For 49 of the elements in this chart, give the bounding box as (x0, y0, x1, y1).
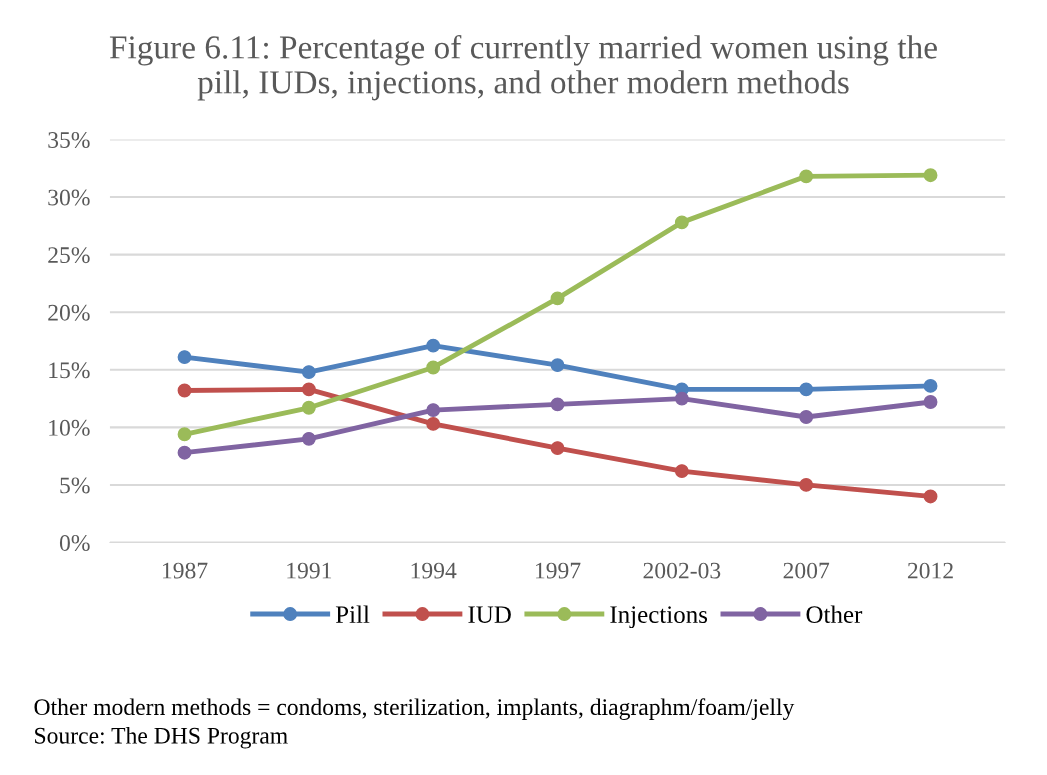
point (177, 350, 192, 365)
point (550, 397, 565, 412)
point (301, 365, 316, 380)
x-tick-label: 1991 (287, 562, 332, 579)
point (177, 427, 192, 442)
y-tick-label: 5% (60, 477, 90, 494)
y-tick-label: 15% (49, 362, 90, 379)
legend-label: IUD (468, 606, 511, 624)
point (177, 445, 192, 460)
point (923, 489, 938, 504)
point (923, 378, 938, 393)
point (550, 291, 565, 306)
y-tick-label: 25% (48, 247, 90, 264)
point (923, 395, 938, 409)
x-tick-label: 2002-03 (643, 562, 721, 579)
y-tick-label: 30% (48, 189, 90, 206)
point (301, 431, 316, 446)
legend-label: Other (806, 605, 863, 624)
legend-label: Injections (610, 606, 708, 629)
point (674, 215, 689, 230)
y-tick-label: 10% (49, 419, 90, 436)
y-tick-label: 0% (59, 534, 90, 551)
point (550, 441, 565, 456)
x-tick-label: 1987 (163, 562, 208, 579)
point (799, 382, 814, 397)
x-tick-label: 1997 (535, 562, 581, 579)
point (799, 169, 814, 184)
point (799, 410, 814, 424)
point (426, 338, 441, 353)
point (923, 168, 938, 183)
point (301, 382, 316, 397)
point (177, 383, 192, 398)
point (799, 477, 814, 492)
point (674, 391, 689, 406)
y-tick-label: 35% (48, 131, 90, 148)
point (674, 464, 689, 479)
point (426, 360, 441, 375)
x-tick-label: 2012 (907, 562, 953, 579)
source-note: Source: The DHS Program (35, 727, 288, 749)
point (550, 358, 565, 373)
chart-title: Figure 6.11: Percentage of currently married women using the pill, IUDs, injections, and other modern methods (109, 34, 937, 101)
point (426, 416, 441, 431)
text: Other modern methods = condoms, sterilization, implants, diagraphm/foam/jelly (34, 698, 795, 720)
legend-label: Pill (335, 605, 370, 623)
x-tick-label: 2007 (783, 562, 830, 579)
point (426, 403, 441, 418)
y-tick-label: 20% (48, 304, 90, 321)
x-tick-label: 1994 (411, 562, 457, 579)
point (301, 400, 316, 415)
